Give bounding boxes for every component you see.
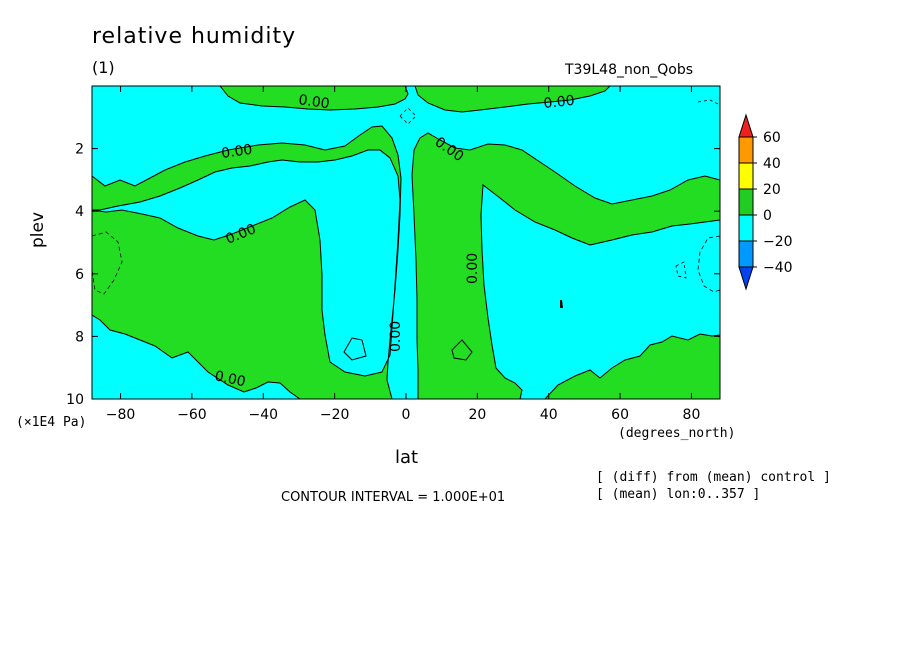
- colorbar-label: −40: [763, 260, 793, 276]
- contour-label: 0.00: [543, 93, 576, 112]
- colorbar-band: [738, 214, 754, 242]
- dashed-contour-left: [92, 231, 123, 295]
- x-axis-units: (degrees_north): [618, 426, 736, 441]
- contour-label: 0.00: [388, 321, 404, 352]
- colorbar-label: −20: [763, 234, 793, 250]
- colorbar: 60 40 20 0 −20 −40: [738, 113, 793, 291]
- positive-region-left-column: [92, 125, 402, 399]
- contour-interval: CONTOUR INTERVAL = 1.000E+01: [281, 490, 506, 505]
- colorbar-bottom-triangle: [738, 266, 754, 291]
- contour-label: 0.00: [220, 142, 253, 162]
- chart-title: relative humidity: [92, 24, 297, 49]
- y-tick-label: 6: [75, 267, 84, 283]
- x-tick-label: 60: [611, 407, 629, 423]
- colorbar-label: 40: [763, 156, 781, 172]
- dashed-contour-top-right: [697, 99, 719, 105]
- colorbar-label: 0: [763, 208, 772, 224]
- colorbar-label: 20: [763, 182, 781, 198]
- y-axis: 2 4 6 8 10: [66, 142, 720, 408]
- x-tick-label: 80: [683, 407, 701, 423]
- x-tick-label: 0: [402, 407, 411, 423]
- contour-label: 0.00: [465, 253, 481, 284]
- diff-note: [ (diff) from (mean) control ]: [596, 470, 831, 485]
- colorbar-band: [738, 162, 754, 190]
- colorbar-band: [738, 240, 754, 268]
- closed-contour-southern-15: [343, 337, 367, 361]
- x-axis-label: lat: [395, 447, 419, 468]
- colorbar-label: 60: [763, 130, 781, 146]
- colorbar-top-triangle: [738, 113, 754, 138]
- dashed-contour-right-inner: [675, 261, 687, 279]
- colorbar-band: [738, 188, 754, 216]
- positive-region-bottom-right: [544, 333, 720, 399]
- y-tick-label: 4: [75, 204, 84, 220]
- mean-note: [ (mean) lon:0..357 ]: [596, 487, 761, 502]
- x-tick-label: −80: [106, 407, 136, 423]
- y-tick-label: 8: [75, 329, 84, 345]
- x-tick-label: −60: [177, 407, 207, 423]
- dashed-contour-top: [399, 107, 417, 125]
- positive-region-top-left: [219, 86, 409, 111]
- closed-contour-northern-15: [451, 339, 473, 361]
- positive-region-right-column: [411, 132, 720, 399]
- positive-region-top-right: [414, 86, 611, 113]
- x-axis: −80 −60 −40 −20 0 20 40 60 80: [106, 86, 701, 423]
- contour-label: 0.00: [213, 368, 247, 390]
- small-contour-dot: [560, 300, 563, 308]
- y-tick-label: 2: [75, 142, 84, 158]
- x-tick-label: 20: [468, 407, 486, 423]
- y-axis-units: (×1E4 Pa): [16, 415, 87, 430]
- colorbar-band: [738, 136, 754, 164]
- x-tick-label: −20: [320, 407, 350, 423]
- x-tick-label: −40: [248, 407, 278, 423]
- y-tick-label: 10: [66, 392, 84, 408]
- field-units: (1): [92, 58, 115, 77]
- contour-label: 0.00: [297, 92, 330, 112]
- run-name: T39L48_non_Qobs: [565, 62, 694, 78]
- x-tick-label: 40: [540, 407, 558, 423]
